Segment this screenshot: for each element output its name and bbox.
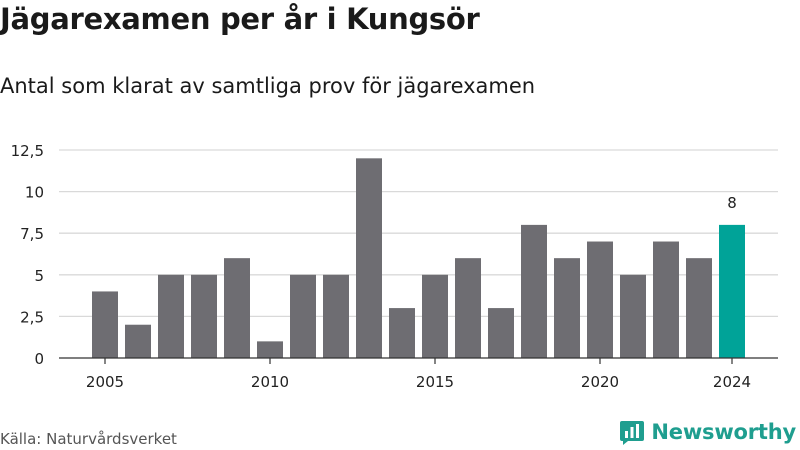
y-tick-label: 5 bbox=[34, 267, 44, 285]
bar-2011 bbox=[290, 274, 316, 358]
bars bbox=[92, 158, 745, 358]
bar-2016 bbox=[455, 258, 481, 358]
brand[interactable]: Newsworthy bbox=[619, 419, 796, 445]
bar-2015 bbox=[422, 274, 448, 358]
x-tick-label: 2005 bbox=[86, 373, 124, 391]
source-note: Källa: Naturvårdsverket bbox=[0, 430, 177, 448]
y-tick-label: 7,5 bbox=[20, 225, 44, 243]
bar-2020 bbox=[587, 241, 613, 358]
data-label: 8 bbox=[727, 194, 737, 212]
bar-2009 bbox=[224, 258, 250, 358]
x-tick-label: 2020 bbox=[581, 373, 619, 391]
bar-2010 bbox=[257, 341, 283, 358]
x-axis: 2005 2010 2015 2020 2024 bbox=[59, 357, 778, 391]
x-tick-label: 2024 bbox=[713, 373, 751, 391]
y-tick-label: 12,5 bbox=[11, 142, 44, 160]
y-tick-label: 2,5 bbox=[20, 308, 44, 326]
bar-2019 bbox=[554, 258, 580, 358]
x-tick-label: 2015 bbox=[416, 373, 454, 391]
x-tick-label: 2010 bbox=[251, 373, 289, 391]
bar-chart-badge-icon bbox=[620, 421, 645, 445]
bar-2006 bbox=[125, 324, 151, 358]
y-tick-label: 0 bbox=[34, 350, 44, 368]
chart-subtitle: Antal som klarat av samtliga prov för jä… bbox=[0, 74, 536, 98]
bar-2021 bbox=[620, 274, 646, 358]
bar-2012 bbox=[323, 274, 349, 358]
bar-chart: 0 2,5 5 7,5 10 12,5 8 2005 2010 2015 2020 2024 bbox=[11, 142, 778, 391]
bar-2007 bbox=[158, 274, 184, 358]
y-axis-ticks: 0 2,5 5 7,5 10 12,5 bbox=[11, 142, 44, 368]
bar-2022 bbox=[653, 241, 679, 358]
bar-2023 bbox=[686, 258, 712, 358]
data-labels: 8 bbox=[727, 194, 737, 212]
bar-2008 bbox=[191, 274, 217, 358]
bar-2014 bbox=[389, 308, 415, 358]
bar-2018 bbox=[521, 224, 547, 358]
y-tick-label: 10 bbox=[25, 184, 44, 202]
brand-name: Newsworthy bbox=[651, 420, 796, 444]
bar-2005 bbox=[92, 291, 118, 358]
chart-title: Jägarexamen per år i Kungsör bbox=[0, 2, 480, 36]
bar-2013 bbox=[356, 158, 382, 358]
bar-2017 bbox=[488, 308, 514, 358]
bar-2024 bbox=[719, 224, 745, 358]
